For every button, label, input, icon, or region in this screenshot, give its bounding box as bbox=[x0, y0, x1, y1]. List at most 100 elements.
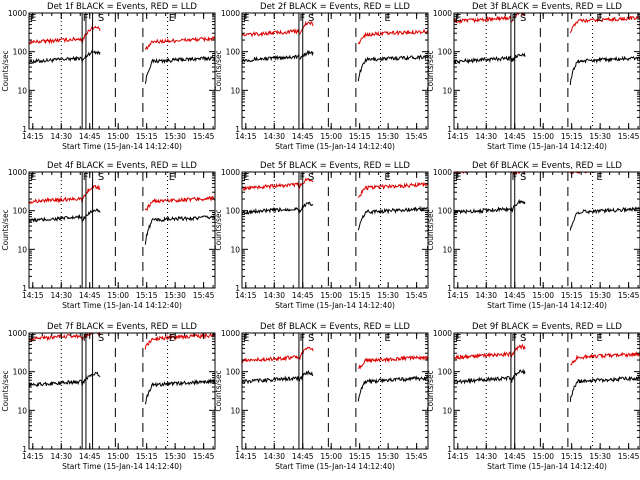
x-tick-label: 15:15 bbox=[561, 452, 583, 461]
y-tick-label: 100 bbox=[226, 368, 241, 377]
y-tick-label: 1000 bbox=[433, 168, 452, 177]
x-tick-label: 15:00 bbox=[532, 132, 554, 141]
x-tick-label: 15:45 bbox=[406, 291, 428, 300]
detector-panel-5: Det 5f BLACK = Events, RED = LLDEFSE1101… bbox=[214, 161, 429, 310]
region-marker: E bbox=[596, 333, 602, 344]
events-series-line bbox=[357, 205, 429, 231]
x-tick-label: 15:15 bbox=[561, 291, 583, 300]
x-axis-label: Start Time (15-Jan-14 14:12:40) bbox=[62, 142, 182, 151]
plot-frame bbox=[241, 332, 429, 450]
region-marker: E bbox=[169, 172, 175, 183]
lld-series-line bbox=[28, 183, 101, 205]
x-tick-label: 15:30 bbox=[164, 132, 186, 141]
y-axis-label: Counts/sec bbox=[1, 50, 10, 91]
y-tick-label: 100 bbox=[438, 207, 453, 216]
x-axis-label: Start Time (15-Jan-14 14:12:40) bbox=[487, 142, 607, 151]
region-marker: E bbox=[384, 172, 390, 183]
y-tick-label: 100 bbox=[226, 48, 241, 57]
detector-panel-9: Det 9f BLACK = Events, RED = LLDEFSE1101… bbox=[426, 322, 640, 471]
y-tick-label: 10 bbox=[230, 86, 240, 95]
region-marker: E bbox=[455, 13, 461, 24]
lld-series-line bbox=[358, 354, 429, 370]
lld-series-line bbox=[241, 346, 314, 363]
plot-frame bbox=[453, 12, 640, 130]
region-marker: S bbox=[520, 13, 526, 24]
panel-title: Det 1f BLACK = Events, RED = LLD bbox=[47, 2, 197, 12]
x-axis-label: Start Time (15-Jan-14 14:12:40) bbox=[62, 462, 182, 471]
events-series-line bbox=[453, 368, 526, 385]
x-tick-label: 15:15 bbox=[349, 452, 371, 461]
y-tick-label: 10 bbox=[230, 406, 240, 415]
lld-series-line bbox=[28, 331, 101, 342]
events-series-line bbox=[569, 206, 640, 231]
x-tick-label: 15:45 bbox=[618, 291, 640, 300]
y-tick-label: 100 bbox=[13, 368, 28, 377]
y-tick-label: 10 bbox=[442, 406, 452, 415]
y-tick-label: 100 bbox=[438, 48, 453, 57]
x-tick-label: 15:30 bbox=[589, 291, 611, 300]
lld-series-line bbox=[241, 177, 314, 191]
y-tick-label: 10 bbox=[230, 245, 240, 254]
y-tick-label: 1 bbox=[447, 284, 452, 293]
plot-frame bbox=[28, 171, 216, 289]
x-tick-label: 14:30 bbox=[475, 291, 497, 300]
region-marker: E bbox=[169, 333, 175, 344]
x-tick-label: 14:45 bbox=[292, 132, 314, 141]
region-marker: E bbox=[596, 13, 602, 24]
detector-panel-2: Det 2f BLACK = Events, RED = LLDEFSE1101… bbox=[214, 2, 429, 151]
x-tick-label: 14:45 bbox=[504, 291, 526, 300]
x-tick-label: 15:30 bbox=[164, 291, 186, 300]
y-tick-label: 1000 bbox=[221, 329, 240, 338]
y-tick-label: 10 bbox=[442, 245, 452, 254]
x-tick-label: 14:30 bbox=[475, 452, 497, 461]
region-marker: E bbox=[384, 13, 390, 24]
x-tick-label: 14:30 bbox=[263, 132, 285, 141]
events-series-line bbox=[241, 370, 314, 385]
region-marker: S bbox=[308, 172, 314, 183]
lld-series-line bbox=[570, 350, 640, 366]
x-tick-label: 15:45 bbox=[406, 452, 428, 461]
lld-series-line bbox=[144, 195, 216, 211]
x-tick-label: 15:45 bbox=[193, 452, 215, 461]
y-tick-label: 1000 bbox=[8, 9, 27, 18]
region-marker: E bbox=[596, 172, 602, 183]
x-tick-label: 14:15 bbox=[22, 291, 44, 300]
y-tick-label: 1 bbox=[447, 125, 452, 134]
region-marker: S bbox=[98, 333, 104, 344]
x-tick-label: 14:30 bbox=[50, 291, 72, 300]
plot-frame bbox=[453, 332, 640, 450]
y-axis-label: Counts/sec bbox=[214, 209, 223, 250]
region-marker: E bbox=[384, 333, 390, 344]
panel-title: Det 3f BLACK = Events, RED = LLD bbox=[472, 2, 622, 12]
y-tick-label: 100 bbox=[13, 207, 28, 216]
x-tick-label: 15:15 bbox=[349, 291, 371, 300]
events-series-line bbox=[357, 54, 429, 82]
region-marker: S bbox=[520, 333, 526, 344]
events-series-line bbox=[241, 49, 314, 63]
events-series-line bbox=[144, 214, 216, 245]
panel-title: Det 4f BLACK = Events, RED = LLD bbox=[47, 161, 197, 171]
region-marker: E bbox=[243, 333, 249, 344]
region-marker: S bbox=[98, 172, 104, 183]
region-marker: E bbox=[243, 172, 249, 183]
y-axis-label: Counts/sec bbox=[426, 50, 435, 91]
x-tick-label: 15:30 bbox=[377, 291, 399, 300]
x-tick-label: 15:00 bbox=[107, 452, 129, 461]
panel-title: Det 7f BLACK = Events, RED = LLD bbox=[47, 322, 197, 332]
x-tick-label: 15:15 bbox=[136, 291, 158, 300]
x-tick-label: 14:45 bbox=[79, 291, 101, 300]
panel-title: Det 2f BLACK = Events, RED = LLD bbox=[260, 2, 410, 12]
y-axis-label: Counts/sec bbox=[426, 370, 435, 411]
y-tick-label: 1 bbox=[22, 284, 27, 293]
plot-frame bbox=[28, 12, 216, 130]
x-tick-label: 15:00 bbox=[532, 291, 554, 300]
x-tick-label: 14:45 bbox=[504, 132, 526, 141]
x-tick-label: 15:15 bbox=[561, 132, 583, 141]
y-tick-label: 1000 bbox=[221, 168, 240, 177]
region-marker: F bbox=[83, 172, 89, 183]
y-axis-label: Counts/sec bbox=[214, 370, 223, 411]
plot-frame bbox=[28, 332, 216, 450]
